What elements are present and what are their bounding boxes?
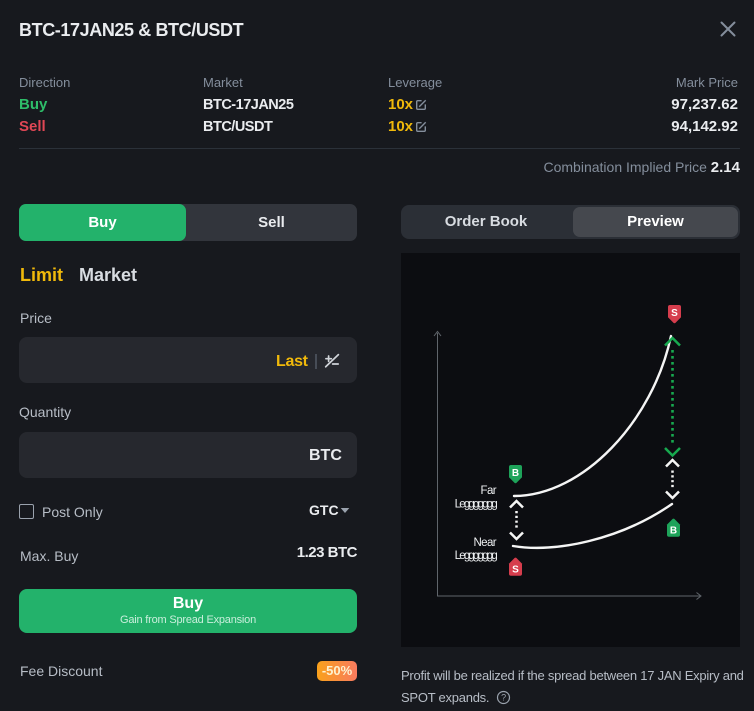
svg-text:B: B <box>512 468 519 479</box>
svg-text:Far: Far <box>481 485 497 497</box>
svg-text:B: B <box>670 526 677 537</box>
svg-text:Leggggggg: Leggggggg <box>455 550 498 562</box>
svg-text:Leggggggg: Leggggggg <box>455 499 498 511</box>
svg-text:S: S <box>512 565 519 576</box>
svg-text:?: ? <box>501 692 506 702</box>
svg-text:S: S <box>671 308 678 319</box>
svg-text:Near: Near <box>473 537 496 549</box>
